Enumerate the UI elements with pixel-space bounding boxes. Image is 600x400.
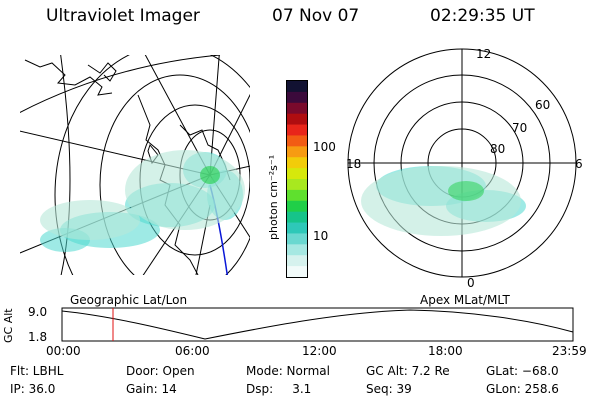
time-label: 02:29:35 UT bbox=[430, 6, 535, 26]
aurora-oval-core bbox=[448, 181, 484, 201]
mlt-label-0: 0 bbox=[467, 276, 475, 290]
colorbar-segment bbox=[287, 266, 307, 278]
lat-ring bbox=[99, 74, 250, 275]
orbit-xtick-0000: 00:00 bbox=[46, 344, 81, 358]
status-seq: Seq: 39 bbox=[366, 382, 412, 396]
status-door: Door: Open bbox=[126, 364, 195, 378]
geographic-map-label: Geographic Lat/Lon bbox=[70, 293, 188, 307]
colorbar-segment bbox=[287, 211, 307, 224]
colorbar-segment bbox=[287, 124, 307, 136]
colorbar-segment bbox=[287, 233, 307, 245]
mlt-label-12: 12 bbox=[476, 47, 492, 61]
date-label: 07 Nov 07 bbox=[272, 6, 360, 26]
colorbar-segment bbox=[287, 102, 307, 115]
coastline bbox=[87, 62, 117, 82]
mlt-label-18: 18 bbox=[346, 157, 362, 171]
status-mode: Mode: Normal bbox=[246, 364, 330, 378]
orbit-xtick-1800: 18:00 bbox=[428, 344, 463, 358]
status-gain: Gain: 14 bbox=[126, 382, 177, 396]
colorbar-segment bbox=[287, 189, 307, 202]
colorbar-segment bbox=[287, 255, 307, 267]
orbit-xtick-0600: 06:00 bbox=[175, 344, 210, 358]
colorbar-segment bbox=[287, 244, 307, 256]
orbit-ytick-1-8: 1.8 bbox=[28, 330, 48, 344]
altitude-curve bbox=[61, 309, 574, 340]
mlat-label-70: 70 bbox=[512, 121, 528, 135]
mlt-label-6: 6 bbox=[575, 157, 583, 171]
status-glat: GLat: −68.0 bbox=[486, 364, 559, 378]
instrument-title: Ultraviolet Imager bbox=[46, 6, 200, 26]
colorbar-segment bbox=[287, 91, 307, 104]
colorbar bbox=[286, 80, 308, 278]
aurora-oval-haze bbox=[361, 166, 521, 236]
orbit-xtick-1200: 12:00 bbox=[302, 344, 337, 358]
mlat-label-60: 60 bbox=[535, 98, 551, 112]
colorbar-segment bbox=[287, 200, 307, 213]
orbit-altitude-plot: GC Alt bbox=[2, 307, 574, 343]
orbit-xtick-2359: 23:59 bbox=[552, 344, 587, 358]
apex-map-label: Apex MLat/MLT bbox=[420, 293, 510, 307]
status-ip: IP: 36.0 bbox=[10, 382, 56, 396]
colorbar-segment bbox=[287, 157, 307, 169]
aurora-haze bbox=[125, 150, 245, 230]
colorbar-tick-10: 10 bbox=[313, 229, 329, 243]
orbit-ytick-9: 9.0 bbox=[28, 305, 48, 319]
colorbar-tick-100: 100 bbox=[313, 140, 336, 154]
aurora-haze bbox=[40, 200, 140, 240]
colorbar-gradient bbox=[287, 81, 307, 278]
colorbar-segment bbox=[287, 146, 307, 158]
magnetic-polar-plot bbox=[347, 48, 577, 278]
colorbar-segment bbox=[287, 113, 307, 126]
status-dsp: Dsp: 3.1 bbox=[246, 382, 312, 396]
colorbar-unit-text: photon cm⁻²s⁻¹ bbox=[267, 155, 280, 240]
orbit-plot-frame bbox=[61, 307, 574, 342]
colorbar-segment bbox=[287, 179, 307, 191]
aurora-core bbox=[200, 166, 220, 184]
colorbar-segment bbox=[287, 81, 307, 93]
coastline bbox=[24, 59, 113, 96]
colorbar-segment bbox=[287, 168, 307, 180]
colorbar-segment bbox=[287, 222, 307, 234]
mlat-label-80: 80 bbox=[490, 142, 506, 156]
colorbar-segment bbox=[287, 135, 307, 147]
status-filter: Flt: LBHL bbox=[10, 364, 64, 378]
lat-ring bbox=[54, 55, 250, 275]
status-glon: GLon: 258.6 bbox=[486, 382, 559, 396]
grid-arc bbox=[60, 55, 71, 275]
geographic-map bbox=[20, 55, 250, 275]
colorbar-unit-label: photon cm⁻²s⁻¹ bbox=[267, 155, 280, 240]
orbit-ylabel: GC Alt bbox=[2, 308, 15, 343]
status-gc-alt: GC Alt: 7.2 Re bbox=[366, 364, 450, 378]
